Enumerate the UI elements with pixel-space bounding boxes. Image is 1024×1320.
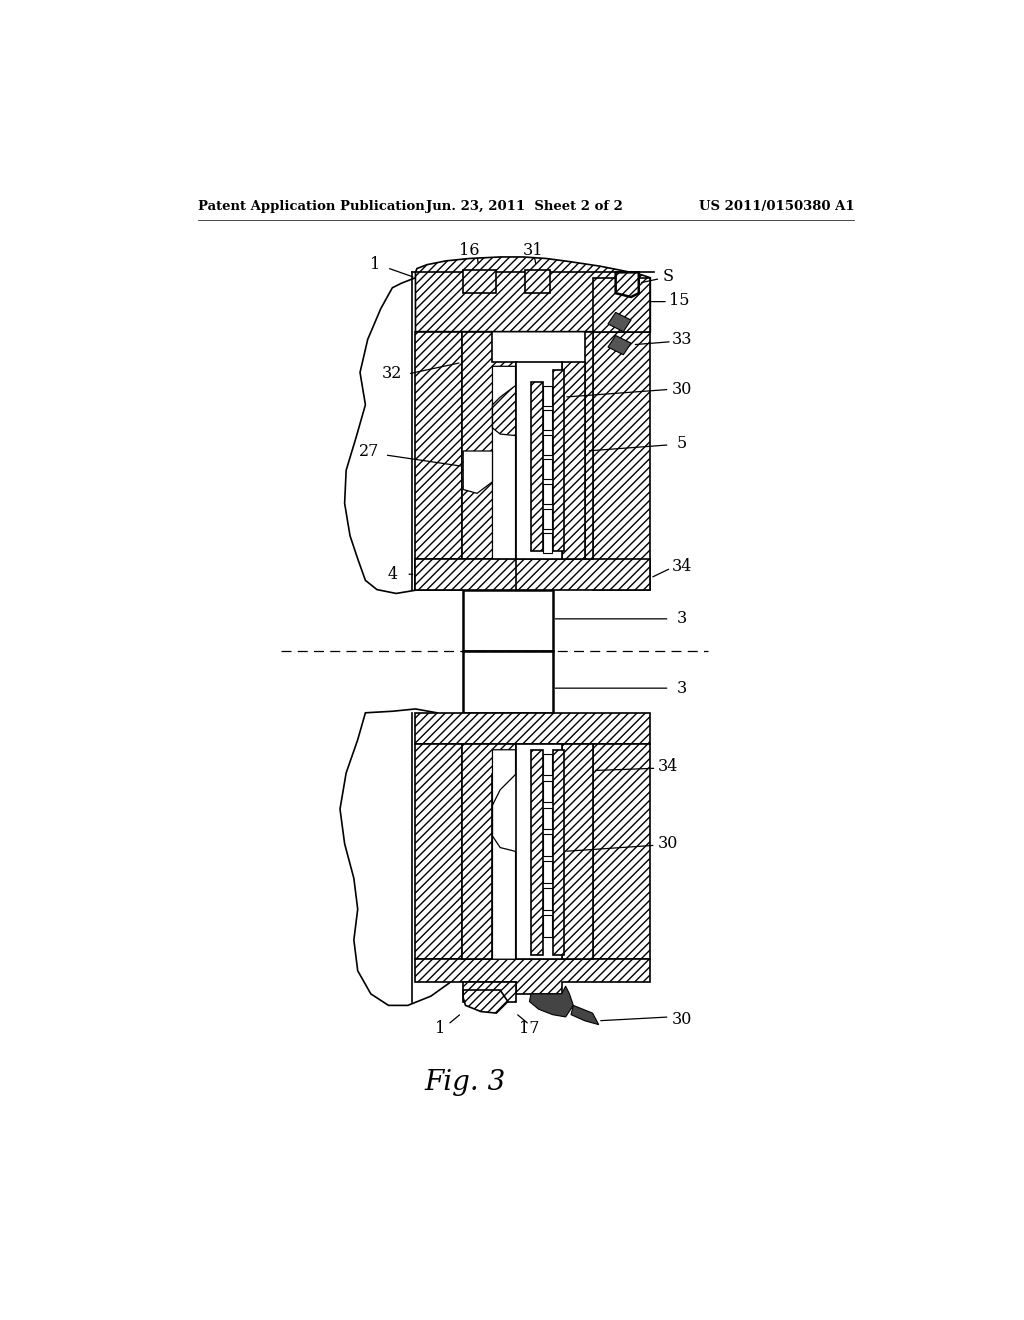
Polygon shape (544, 780, 552, 803)
Polygon shape (463, 271, 497, 293)
Text: 3: 3 (677, 610, 687, 627)
Text: 34: 34 (672, 558, 692, 576)
Text: S: S (663, 268, 674, 285)
Text: Jun. 23, 2011  Sheet 2 of 2: Jun. 23, 2011 Sheet 2 of 2 (426, 199, 624, 213)
Polygon shape (544, 834, 552, 857)
Polygon shape (553, 750, 564, 956)
Text: 32: 32 (382, 366, 402, 383)
Text: 16: 16 (459, 243, 479, 259)
Polygon shape (463, 990, 508, 1014)
Polygon shape (608, 313, 631, 331)
Bar (515, 743, 562, 960)
Polygon shape (544, 484, 552, 504)
Polygon shape (529, 986, 573, 1016)
Polygon shape (463, 982, 515, 1002)
Polygon shape (531, 750, 543, 956)
Polygon shape (544, 533, 552, 553)
Text: Fig. 3: Fig. 3 (425, 1069, 506, 1096)
Text: 1: 1 (371, 256, 381, 273)
Polygon shape (593, 331, 650, 590)
Polygon shape (462, 743, 515, 960)
Polygon shape (416, 574, 463, 590)
Text: 17: 17 (519, 1020, 540, 1038)
Polygon shape (416, 743, 462, 960)
Polygon shape (544, 888, 552, 909)
Text: 15: 15 (669, 292, 689, 309)
Text: 27: 27 (359, 442, 380, 459)
Polygon shape (462, 331, 515, 558)
Polygon shape (340, 709, 463, 1006)
Polygon shape (463, 451, 493, 494)
Polygon shape (615, 272, 639, 297)
Polygon shape (493, 367, 515, 558)
Polygon shape (493, 750, 515, 960)
Text: 5: 5 (677, 434, 687, 451)
Polygon shape (463, 651, 553, 713)
Text: 31: 31 (522, 243, 543, 259)
Polygon shape (416, 558, 650, 590)
Polygon shape (544, 434, 552, 455)
Polygon shape (544, 754, 552, 775)
Text: 30: 30 (672, 381, 692, 397)
Polygon shape (416, 257, 650, 331)
Polygon shape (544, 385, 552, 405)
Polygon shape (544, 862, 552, 883)
Text: 33: 33 (672, 331, 692, 348)
Text: Patent Application Publication: Patent Application Publication (198, 199, 424, 213)
Polygon shape (571, 1006, 599, 1024)
Text: US 2011/0150380 A1: US 2011/0150380 A1 (698, 199, 854, 213)
Polygon shape (593, 277, 650, 331)
Bar (515, 363, 562, 558)
Polygon shape (544, 508, 552, 529)
Polygon shape (416, 713, 650, 743)
Polygon shape (544, 915, 552, 937)
Text: 34: 34 (657, 758, 678, 775)
Polygon shape (416, 558, 515, 590)
Polygon shape (562, 743, 593, 960)
Text: 3: 3 (677, 680, 687, 697)
Polygon shape (544, 459, 552, 479)
Polygon shape (345, 272, 463, 594)
Text: 30: 30 (657, 836, 678, 853)
Polygon shape (416, 331, 462, 590)
Text: 30: 30 (672, 1011, 692, 1028)
Polygon shape (553, 370, 564, 552)
Text: 1: 1 (435, 1020, 445, 1038)
Polygon shape (562, 363, 585, 558)
Polygon shape (544, 411, 552, 430)
Text: 4: 4 (387, 566, 397, 582)
Polygon shape (531, 381, 543, 552)
Polygon shape (608, 335, 631, 355)
Polygon shape (463, 590, 553, 651)
Polygon shape (524, 271, 550, 293)
Polygon shape (416, 960, 650, 994)
Polygon shape (585, 331, 593, 558)
Polygon shape (593, 743, 650, 960)
Polygon shape (544, 808, 552, 829)
